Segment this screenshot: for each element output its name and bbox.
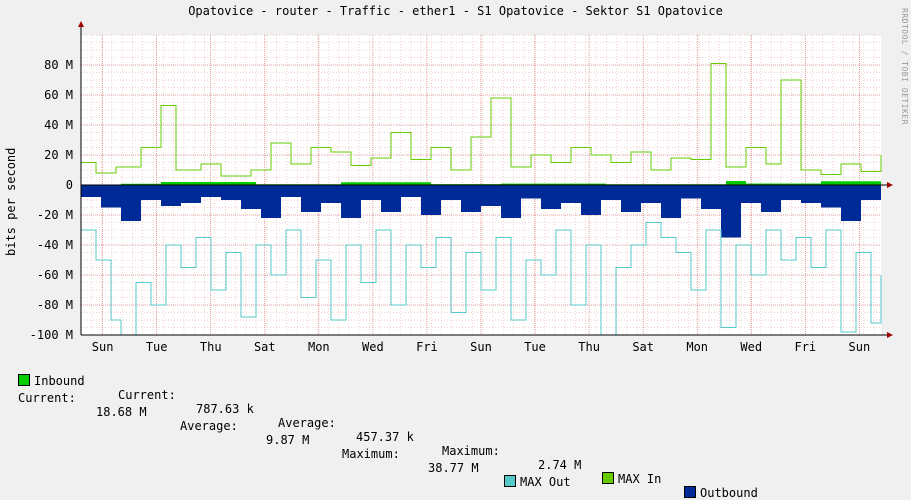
legend-inbound: Inbound: [18, 374, 85, 388]
x-tick-label: Sun: [470, 340, 492, 354]
y-tick-label: -80 M: [37, 298, 73, 312]
legend-outbound-maximum-label: Maximum:: [342, 447, 400, 461]
x-tick-label: Wed: [740, 340, 762, 354]
legend-max-out: MAX Out: [504, 475, 571, 489]
x-axis-arrow-bottom: [887, 332, 893, 338]
legend-max-out-label: MAX Out: [520, 475, 571, 489]
x-tick-label: Mon: [308, 340, 330, 354]
y-tick-label: 80 M: [44, 58, 73, 72]
x-tick-label: Sun: [92, 340, 114, 354]
x-tick-label: Thu: [578, 340, 600, 354]
y-tick-label: 20 M: [44, 148, 73, 162]
legend-row-outbound: Current: 18.68 M Average: 9.87 M Maximum…: [0, 377, 911, 489]
y-tick-label: -100 M: [30, 328, 73, 342]
series-max-in: [81, 63, 882, 177]
legend-outbound-current: 18.68 M: [96, 405, 147, 419]
y-axis-arrow: [78, 21, 84, 27]
y-tick-label: -40 M: [37, 238, 73, 252]
x-tick-label: Fri: [416, 340, 438, 354]
x-tick-label: Mon: [686, 340, 708, 354]
legend-outbound-current-label: Current:: [18, 391, 76, 405]
traffic-chart: 80 M 60 M 40 M 20 M 0 -20 M -40 M -60 M -80 M -10…: [30, 21, 893, 354]
legend-outbound-average: 9.87 M: [266, 433, 310, 447]
series-max-out: [81, 222, 882, 336]
x-tick-label: Sat: [632, 340, 654, 354]
legend-inbound-current-label: Current:: [118, 388, 176, 402]
x-tick-label: Wed: [362, 340, 384, 354]
legend-inbound-label: Inbound: [34, 374, 85, 388]
y-tick-label: 0: [66, 178, 73, 192]
legend-outbound-average-label: Average:: [180, 419, 238, 433]
x-tick-label: Sat: [254, 340, 276, 354]
x-tick-label: Tue: [524, 340, 546, 354]
x-tick-label: Sun: [849, 340, 871, 354]
max-out-swatch: [504, 475, 516, 487]
chart-title: Opatovice - router - Traffic - ether1 - …: [188, 4, 723, 18]
inbound-swatch: [18, 374, 30, 386]
x-tick-label: Fri: [794, 340, 816, 354]
y-tick-label: -20 M: [37, 208, 73, 222]
y-tick-label: -60 M: [37, 268, 73, 282]
legend-outbound-maximum: 38.77 M: [428, 461, 479, 475]
y-tick-label: 40 M: [44, 118, 73, 132]
x-tick-label: Tue: [146, 340, 168, 354]
series-outbound: [81, 185, 881, 238]
x-axis-arrow: [887, 182, 893, 188]
x-tick-label: Thu: [200, 340, 222, 354]
watermark-text: RRDTOOL / TOBI OETIKER: [900, 8, 909, 125]
y-tick-label: 60 M: [44, 88, 73, 102]
